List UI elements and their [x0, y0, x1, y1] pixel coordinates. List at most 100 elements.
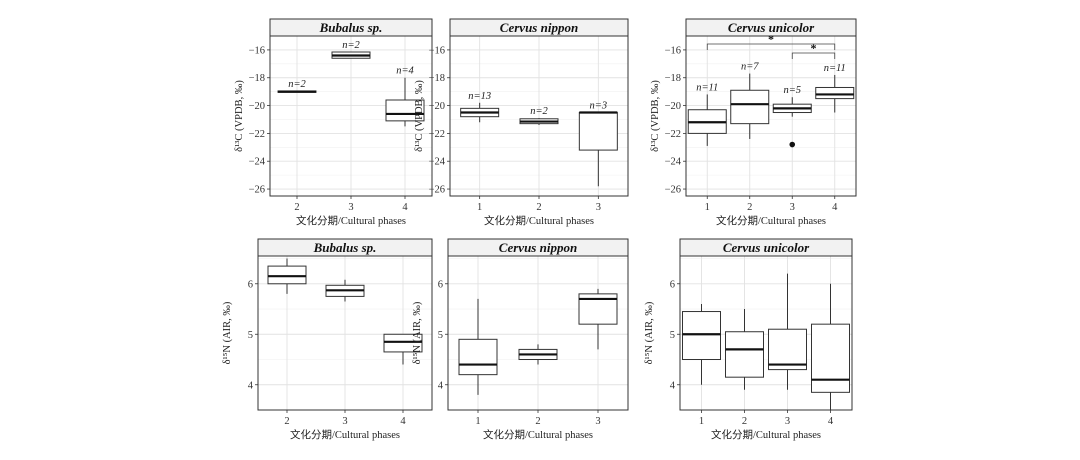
panel-title: Cervus nippon: [499, 240, 577, 255]
panel-2: Cervus nippon −16 −18 −20 −22 −24 −26 1 2 3 n=13 n=…: [414, 18, 629, 227]
x-tick-label: 2: [284, 416, 289, 427]
panel-3: Cervus unicolor −16 −18 −20 −22 −24 −26 1 2 3 4 n=1…: [650, 18, 857, 227]
y-axis-title: δ¹⁵N (AIR, ‰): [222, 301, 233, 364]
x-tick-label: 2: [294, 202, 299, 213]
x-tick-label: 4: [828, 416, 834, 427]
box-2: [725, 309, 764, 390]
box-body: [725, 331, 764, 378]
sample-size-label: n=13: [468, 91, 491, 102]
outlier-point: [789, 141, 796, 148]
y-tick-label: −16: [249, 45, 265, 56]
x-axis-title: 文化分期/Cultural phases: [483, 428, 593, 441]
y-tick-label: −24: [665, 157, 682, 168]
x-axis-title: 文化分期/Cultural phases: [716, 214, 826, 227]
box-2: n=7: [730, 62, 770, 139]
panel-border: [449, 35, 629, 197]
panel-title: Cervus unicolor: [728, 20, 815, 35]
y-tick-label: −22: [429, 129, 445, 140]
box-1: [682, 303, 721, 385]
x-tick-label: 3: [790, 202, 795, 213]
x-tick-label: 4: [402, 202, 408, 213]
y-tick-label: 5: [438, 330, 443, 341]
x-tick-label: 1: [705, 202, 710, 213]
y-axis-title: δ¹³C (VPDB, ‰): [414, 80, 425, 152]
box-body: [458, 338, 498, 376]
box-1: n=13: [460, 91, 500, 123]
x-tick-label: 1: [475, 416, 480, 427]
x-tick-label: 3: [342, 416, 347, 427]
x-tick-label: 2: [536, 202, 541, 213]
box-body: [730, 89, 770, 125]
y-tick-label: −24: [429, 157, 446, 168]
sample-size-label: n=2: [342, 40, 360, 51]
x-tick-label: 2: [747, 202, 752, 213]
y-tick-label: −22: [249, 129, 265, 140]
box-3: [768, 273, 807, 390]
box-4: n=4: [385, 66, 425, 127]
panel-1: Bubalus sp. −16 −18 −20 −22 −24 −26 2 3 4 n=2 n=2 n=…: [234, 18, 433, 227]
sample-size-label: n=2: [288, 79, 306, 90]
panel-title: Cervus unicolor: [723, 240, 810, 255]
x-tick-label: 1: [477, 202, 482, 213]
y-tick-label: 4: [438, 380, 444, 391]
sample-size-label: n=4: [396, 66, 414, 77]
sample-size-label: n=11: [824, 63, 846, 74]
panel-border: [679, 255, 853, 411]
box-4: n=11: [815, 63, 855, 113]
sample-size-label: n=11: [696, 82, 718, 93]
box-1: [458, 298, 498, 395]
box-4: [811, 283, 850, 410]
sample-size-label: n=2: [530, 106, 548, 117]
x-tick-label: 2: [742, 416, 747, 427]
x-tick-label: 3: [595, 416, 600, 427]
box-2: [518, 344, 558, 365]
box-body: [682, 311, 721, 361]
y-tick-label: 6: [438, 279, 443, 290]
y-tick-label: 5: [248, 330, 253, 341]
y-tick-label: −26: [429, 185, 445, 196]
x-axis-title: 文化分期/Cultural phases: [484, 214, 594, 227]
panel-6: Cervus unicolor 4 5 6 1 2 3 4 文化分期/Cultural phas…: [644, 238, 853, 441]
box-2: [267, 258, 307, 294]
panel-border: [447, 255, 629, 411]
box-2: n=2: [277, 79, 317, 93]
x-tick-label: 2: [535, 416, 540, 427]
significance-star: *: [768, 32, 774, 46]
y-tick-label: −16: [429, 45, 445, 56]
x-axis-title: 文化分期/Cultural phases: [296, 214, 406, 227]
y-tick-label: 4: [248, 380, 254, 391]
box-3: n=3: [578, 101, 618, 187]
y-tick-label: 6: [248, 279, 253, 290]
y-tick-label: −16: [665, 45, 681, 56]
x-axis-title: 文化分期/Cultural phases: [711, 428, 821, 441]
y-tick-label: −20: [249, 101, 265, 112]
x-axis-title: 文化分期/Cultural phases: [290, 428, 400, 441]
box-3: n=2: [331, 40, 371, 59]
panel-title: Bubalus sp.: [313, 240, 377, 255]
y-tick-label: −18: [429, 73, 445, 84]
y-tick-label: −20: [429, 101, 445, 112]
y-tick-label: −18: [665, 73, 681, 84]
y-tick-label: 4: [670, 380, 676, 391]
panel-border: [257, 255, 433, 411]
sample-size-label: n=3: [590, 101, 608, 112]
significance-star: *: [811, 41, 817, 55]
box-body: [811, 323, 850, 393]
x-tick-label: 3: [348, 202, 353, 213]
y-tick-label: −20: [665, 101, 681, 112]
x-tick-label: 3: [596, 202, 601, 213]
box-2: n=2: [519, 106, 559, 126]
box-3: [325, 279, 365, 302]
y-tick-label: −24: [249, 157, 266, 168]
y-axis-title: δ¹³C (VPDB, ‰): [234, 80, 245, 152]
y-tick-label: −18: [249, 73, 265, 84]
panel-border: [269, 35, 433, 197]
sample-size-label: n=7: [741, 62, 759, 73]
box-3: [578, 288, 618, 350]
y-tick-label: −22: [665, 129, 681, 140]
panel-title: Cervus nippon: [500, 20, 578, 35]
sample-size-label: n=5: [783, 85, 801, 96]
y-tick-label: 5: [670, 330, 675, 341]
